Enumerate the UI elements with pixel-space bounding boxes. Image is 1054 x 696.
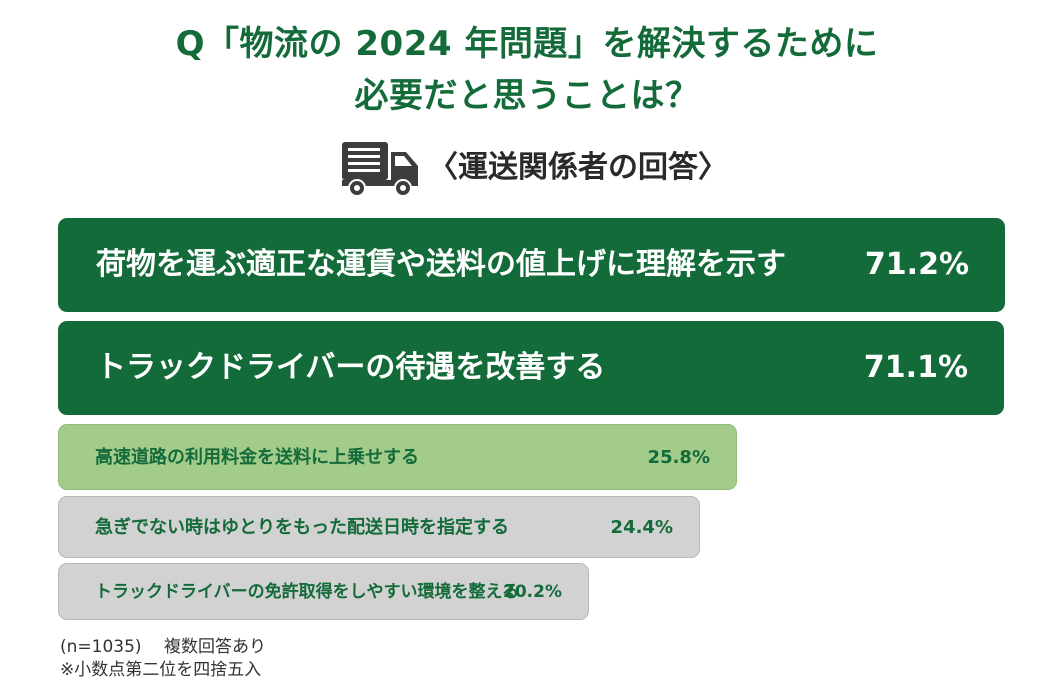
bar-3: 高速道路の利用料金を送料に上乗せする 25.8%	[58, 424, 737, 490]
truck-icon	[342, 142, 418, 197]
bar-value-4: 24.4%	[610, 517, 673, 538]
bar-1: 荷物を運ぶ適正な運賃や送料の値上げに理解を示す 71.2%	[58, 218, 1005, 312]
bar-value-2: 71.1%	[863, 350, 968, 385]
bar-5: トラックドライバーの免許取得をしやすい環境を整える 20.2%	[58, 563, 589, 620]
bar-label-4: 急ぎでない時はゆとりをもった配送日時を指定する	[95, 517, 509, 538]
chart-title-line-2: 必要だと思うことは？	[354, 76, 700, 116]
bar-2: トラックドライバーの待遇を改善する 71.1%	[58, 321, 1004, 415]
subtitle-text: 〈運送関係者の回答〉	[428, 150, 728, 185]
chart-title-line-1: Q「物流の 2024 年問題」を解決するために	[175, 24, 879, 64]
bar-label-5: トラックドライバーの免許取得をしやすい環境を整える	[95, 582, 519, 602]
bar-value-3: 25.8%	[647, 447, 710, 468]
bar-label-1: 荷物を運ぶ適正な運賃や送料の値上げに理解を示す	[96, 247, 786, 282]
footnote-rounding-note: ※小数点第二位を四捨五入	[60, 660, 262, 680]
bar-label-3: 高速道路の利用料金を送料に上乗せする	[95, 447, 419, 468]
subtitle-row: 〈運送関係者の回答〉	[0, 140, 1054, 198]
bar-4: 急ぎでない時はゆとりをもった配送日時を指定する 24.4%	[58, 496, 700, 558]
footnote-sample-size: (n=1035) 複数回答あり	[60, 637, 266, 657]
bar-value-1: 71.2%	[864, 247, 969, 282]
bar-label-2: トラックドライバーの待遇を改善する	[96, 350, 606, 385]
bar-value-5: 20.2%	[503, 582, 562, 602]
